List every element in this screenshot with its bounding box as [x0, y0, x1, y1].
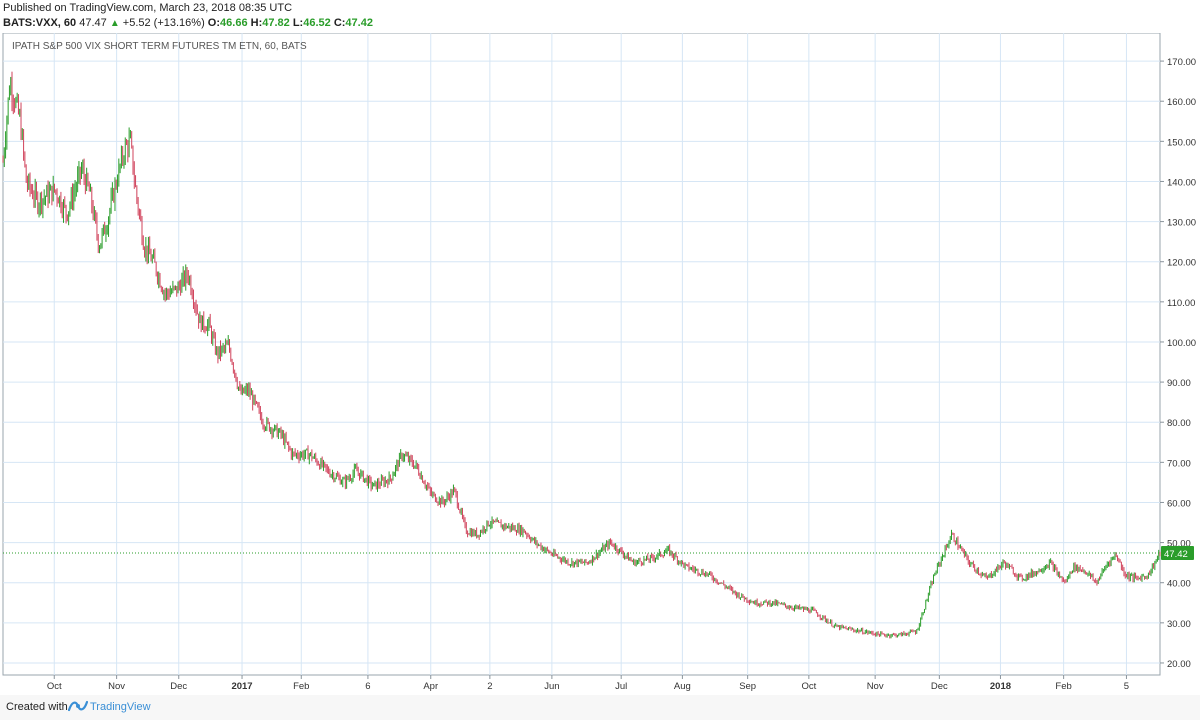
y-tick-label: 110.00 [1167, 298, 1195, 309]
tradingview-logo-icon[interactable] [67, 699, 89, 718]
y-tick-label: 70.00 [1167, 458, 1191, 469]
x-axis: Oct Nov Dec 2017 Feb 6 Apr 2 Jun Jul Aug Sep Oct Nov D… [47, 675, 1129, 692]
grid-lines [3, 33, 1160, 675]
created-with-label: Created with [6, 701, 68, 713]
x-tick-label: Dec [170, 681, 187, 692]
open-value: 46.66 [220, 17, 248, 29]
y-tick-label: 150.00 [1167, 137, 1196, 148]
low-value: 46.52 [303, 17, 331, 29]
high-label: H: [250, 17, 263, 29]
x-tick-label: Feb [293, 681, 309, 692]
y-tick-label: 140.00 [1167, 177, 1196, 188]
low-label: L: [292, 17, 304, 29]
price-series [2, 71, 1161, 639]
plot-frame [2, 33, 1161, 676]
y-tick-label: 160.00 [1167, 97, 1196, 108]
y-tick-label: 30.00 [1167, 619, 1191, 630]
x-tick-label: Dec [931, 681, 948, 692]
y-tick-label: 90.00 [1167, 378, 1191, 389]
x-tick-label: 5 [1124, 681, 1129, 692]
ohlc-header: BATS:VXX, 60 47.47 ▲ +5.52 (+13.16%) O:4… [3, 17, 373, 29]
x-tick-label: 2017 [231, 681, 252, 692]
symbol-label: BATS:VXX, 60 [3, 17, 77, 29]
y-tick-label: 120.00 [1167, 258, 1196, 269]
x-tick-label: 2018 [990, 681, 1011, 692]
x-tick-label: Apr [423, 681, 438, 692]
up-arrow-icon: ▲ [109, 18, 120, 29]
last-price: 47.47 [79, 17, 107, 29]
y-tick-label: 40.00 [1167, 579, 1191, 590]
y-tick-label: 60.00 [1167, 498, 1191, 509]
y-tick-label: 80.00 [1167, 418, 1191, 429]
published-caption: Published on TradingView.com, March 23, … [3, 2, 293, 14]
x-tick-label: Aug [674, 681, 691, 692]
y-tick-label: 20.00 [1167, 659, 1191, 670]
tradingview-link[interactable]: TradingView [90, 701, 151, 713]
x-tick-label: Jun [544, 681, 559, 692]
x-tick-label: Nov [108, 681, 125, 692]
last-price-line: 47.42 [3, 545, 1194, 560]
y-tick-label: 170.00 [1167, 57, 1196, 68]
y-tick-label: 50.00 [1167, 539, 1191, 550]
price-chart[interactable]: IPATH S&P 500 VIX SHORT TERM FUTURES TM … [0, 33, 1200, 695]
open-label: O: [207, 17, 221, 29]
footer: Created with TradingView [0, 695, 1200, 720]
last-price-tag [1161, 545, 1194, 560]
close-value: 47.42 [345, 17, 373, 29]
x-tick-label: Oct [801, 681, 816, 692]
y-axis: 170.00 160.00 150.00 140.00 130.00 120.00 110.… [1160, 57, 1196, 670]
close-label: C: [333, 17, 346, 29]
x-tick-label: Nov [867, 681, 884, 692]
high-value: 47.82 [262, 17, 290, 29]
y-tick-label: 100.00 [1167, 338, 1196, 349]
x-tick-label: Feb [1055, 681, 1071, 692]
x-tick-label: 6 [365, 681, 370, 692]
y-tick-label: 130.00 [1167, 218, 1196, 229]
x-tick-label: Oct [47, 681, 62, 692]
x-tick-label: Sep [739, 681, 756, 692]
x-tick-label: 2 [487, 681, 492, 692]
last-price-tag-label: 47.42 [1164, 549, 1188, 560]
price-change: +5.52 (+13.16%) [122, 17, 205, 29]
x-tick-label: Jul [615, 681, 627, 692]
chart-title: IPATH S&P 500 VIX SHORT TERM FUTURES TM … [12, 41, 307, 52]
